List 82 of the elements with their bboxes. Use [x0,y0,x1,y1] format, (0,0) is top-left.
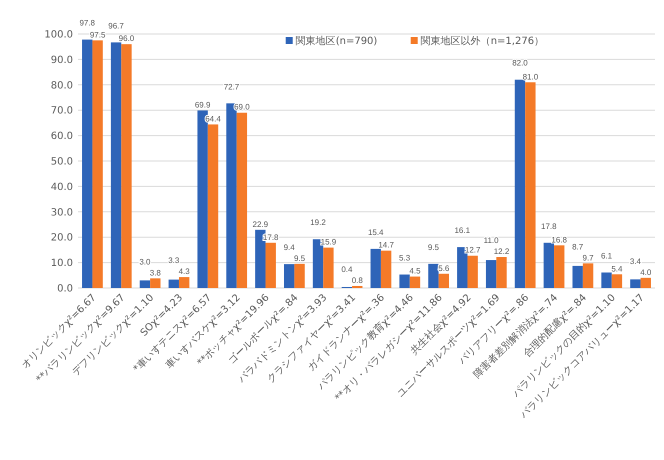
y-tick-label: 30.0 [50,207,73,218]
bar [457,247,468,288]
data-label: 72.7 [224,82,240,92]
data-label: 3.4 [630,256,642,266]
data-label: 5.6 [438,264,450,273]
bar [178,277,190,288]
bar [612,274,622,288]
bar [294,264,305,288]
bar [428,264,439,288]
data-label: 96.7 [108,21,124,30]
data-label: 16.1 [454,226,471,236]
data-label: 3.0 [139,257,152,266]
data-label: 8.7 [572,242,584,252]
bar [380,250,392,288]
bar [150,278,161,288]
bar [208,124,218,288]
bar [168,280,179,288]
data-label: 4.5 [409,266,422,276]
data-label: 9.7 [582,253,594,262]
data-label: 97.8 [79,18,96,28]
y-tick-label: 60.0 [50,131,73,142]
y-tick-label: 10.0 [50,258,73,270]
bar [370,248,381,288]
data-label: 9.4 [284,242,296,252]
bar [525,82,536,288]
data-label: 81.0 [522,72,539,82]
y-tick-label: 90.0 [50,54,73,66]
data-label: 69.9 [194,100,211,110]
data-label: 0.8 [352,276,364,285]
data-label: 15.4 [368,228,384,237]
bar [92,40,103,288]
data-label: 6.1 [600,252,613,261]
bar [399,274,410,288]
bar [110,42,122,288]
bar [514,80,526,288]
bar [544,242,554,288]
data-label: 96.0 [118,34,135,44]
bar [486,260,496,288]
bar [640,278,651,288]
data-label: 5.4 [611,264,624,274]
bar [554,245,564,288]
y-tick-label: 70.0 [50,106,73,117]
y-tick-label: 80.0 [50,80,73,92]
bar [323,248,334,288]
y-tick-label: 50.0 [50,156,73,168]
data-label: 11.0 [484,236,500,246]
bar [121,44,132,288]
bar [582,263,594,288]
bar [82,40,92,288]
data-label: 3.3 [168,256,180,266]
data-label: 16.8 [551,235,568,244]
data-label: 9.5 [428,242,440,252]
bar [284,264,294,288]
bar [467,256,478,288]
bar [410,276,420,288]
data-label: 0.4 [341,264,353,274]
data-label: 4.3 [178,267,190,276]
bar [140,280,150,288]
data-label: 12.2 [494,247,510,256]
data-label: 9.5 [294,254,306,263]
y-tick-label: 100.0 [44,30,73,40]
data-label: 5.3 [399,254,411,263]
bar [438,274,450,288]
bar [601,272,612,288]
data-label: 3.8 [150,268,162,278]
bar [266,242,276,288]
y-tick-label: 40.0 [50,182,73,193]
data-label: 4.0 [640,268,652,277]
bar [236,112,248,288]
legend-label: 関東地区(n=790) [296,35,378,47]
y-tick-label: 20.0 [50,232,73,244]
data-label: 19.2 [310,218,326,228]
data-label: 22.9 [252,220,269,229]
data-label: 97.5 [90,30,106,40]
bar [630,279,641,288]
y-tick-label: 0.0 [57,284,73,294]
legend-label: 関東地区以外（n=1,276） [420,35,544,47]
bar [572,266,583,288]
data-label: 14.7 [378,240,394,250]
data-label: 17.8 [541,222,558,231]
data-label: 82.0 [512,58,528,68]
bar [496,257,507,288]
